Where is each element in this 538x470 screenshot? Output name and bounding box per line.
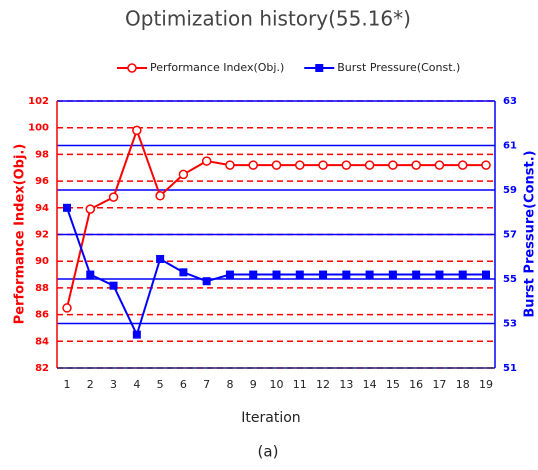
x-tick-label: 16 [409, 378, 423, 391]
x-tick-label: 15 [386, 378, 400, 391]
y2-tick-label: 53 [503, 319, 517, 330]
caption: (a) [258, 443, 279, 461]
x-tick-label: 9 [250, 378, 257, 391]
point [364, 160, 375, 170]
point [178, 169, 189, 180]
x-tick-label: 2 [87, 378, 94, 391]
x-tick-label: 3 [110, 378, 117, 391]
point [435, 270, 444, 279]
x-tick-label: 13 [339, 378, 353, 391]
legend-label: Burst Pressure(Const.) [337, 61, 460, 74]
legend-marker [127, 63, 137, 73]
y-tick-label: 96 [35, 176, 49, 187]
point [132, 125, 142, 136]
y-tick-label: 100 [28, 123, 49, 134]
point [457, 160, 468, 170]
y-axis-title: Performance Index(Obj.) [13, 144, 28, 325]
y-tick-label: 92 [35, 230, 49, 241]
x-tick-label: 12 [316, 378, 330, 391]
y-tick-label: 88 [35, 283, 49, 294]
point [295, 270, 304, 279]
point [388, 160, 398, 170]
series-line [66, 127, 486, 309]
x-tick-label: 10 [270, 378, 284, 391]
point [201, 156, 212, 166]
x-tick-label: 7 [203, 378, 210, 391]
legend-label: Performance Index(Obj.) [150, 61, 284, 74]
x-tick-label: 5 [157, 378, 164, 391]
point [248, 160, 258, 170]
point [341, 160, 352, 170]
y2-tick-label: 55 [503, 274, 517, 285]
x-tick-label: 11 [293, 378, 307, 391]
point [249, 270, 258, 279]
legend-marker [315, 64, 324, 72]
point [318, 160, 328, 170]
y2-tick-label: 59 [503, 185, 517, 196]
point [365, 270, 374, 279]
point [482, 270, 490, 279]
point [156, 254, 165, 263]
chart-title: Optimization history(55.16*) [125, 7, 411, 31]
x-tick-label: 1 [64, 378, 71, 391]
point [109, 281, 118, 290]
y2-axis-title: Burst Pressure(Const.) [523, 150, 538, 317]
y2-tick-label: 63 [503, 96, 517, 107]
point [63, 203, 71, 212]
x-tick-label: 19 [479, 378, 493, 391]
point [62, 303, 72, 313]
point [155, 191, 165, 201]
point [342, 270, 351, 279]
y2-tick-label: 57 [503, 230, 517, 241]
point [319, 270, 328, 279]
point [458, 270, 467, 279]
y-tick-label: 90 [35, 256, 49, 267]
x-tick-label: 4 [133, 378, 140, 391]
point [481, 160, 491, 170]
point [295, 160, 305, 170]
point [412, 270, 421, 279]
point [202, 277, 211, 286]
point [108, 192, 119, 202]
y2-tick-label: 61 [503, 141, 517, 152]
point [132, 330, 141, 339]
y-tick-label: 84 [35, 336, 49, 347]
y-tick-label: 102 [28, 96, 49, 107]
x-tick-label: 18 [456, 378, 470, 391]
point [411, 160, 421, 170]
x-axis-title: Iteration [241, 410, 300, 426]
y-tick-label: 98 [35, 149, 49, 160]
x-tick-label: 6 [180, 378, 187, 391]
point [271, 160, 282, 170]
y-tick-label: 86 [35, 310, 49, 321]
point [434, 160, 445, 170]
x-tick-label: 14 [363, 378, 377, 391]
point [86, 270, 95, 279]
point [272, 270, 281, 279]
x-tick-label: 17 [432, 378, 446, 391]
point [225, 160, 235, 170]
y-tick-label: 94 [35, 203, 49, 214]
point [179, 268, 188, 277]
point [225, 270, 234, 279]
point [388, 270, 397, 279]
x-tick-label: 8 [226, 378, 233, 391]
point [85, 204, 96, 214]
y-tick-label: 82 [35, 363, 49, 374]
y2-tick-label: 51 [503, 363, 517, 374]
